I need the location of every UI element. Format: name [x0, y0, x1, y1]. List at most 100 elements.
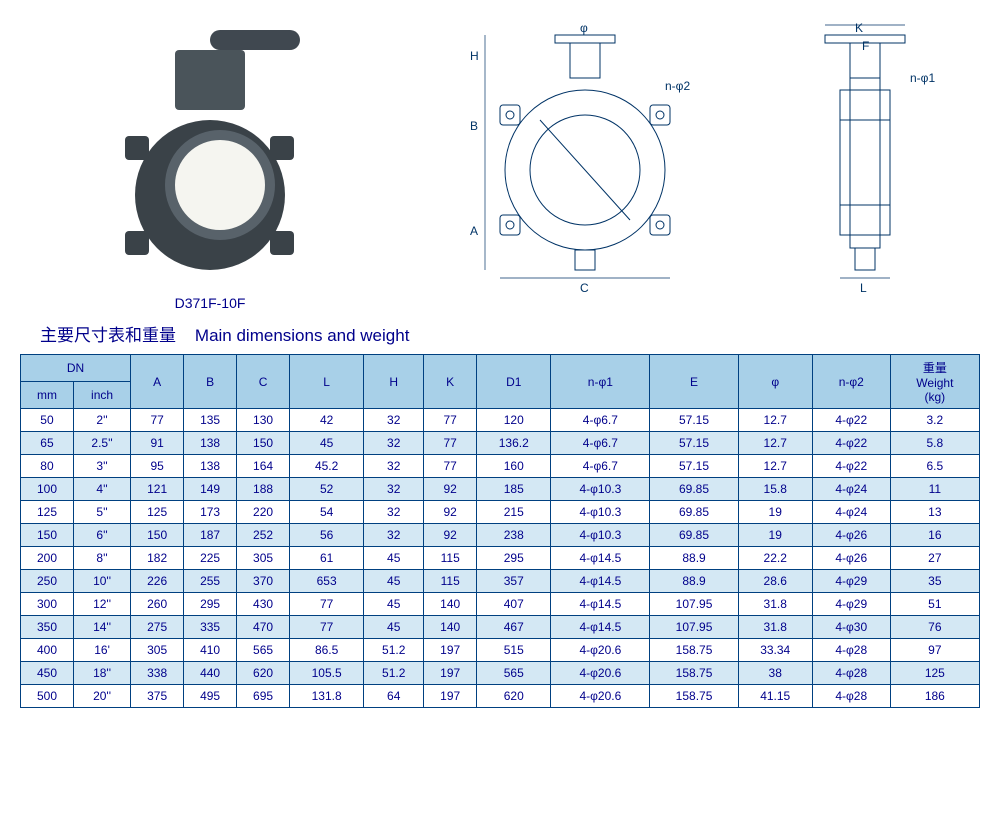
table-cell: 197: [424, 685, 477, 708]
table-cell: 32: [364, 524, 424, 547]
table-cell: 38: [738, 662, 812, 685]
table-cell: 32: [364, 432, 424, 455]
table-row: 652.5''91138150453277136.24-φ6.757.1512.…: [21, 432, 980, 455]
table-cell: 32: [364, 455, 424, 478]
table-cell: 31.8: [738, 593, 812, 616]
table-cell: 54: [290, 501, 364, 524]
table-row: 30012''26029543077451404074-φ14.5107.953…: [21, 593, 980, 616]
table-cell: 125: [21, 501, 74, 524]
table-cell: 238: [477, 524, 551, 547]
table-cell: 100: [21, 478, 74, 501]
header-dn: DN: [21, 355, 131, 382]
table-cell: 107.95: [650, 616, 738, 639]
table-cell: 138: [184, 432, 237, 455]
table-cell: 4-φ14.5: [551, 616, 650, 639]
table-cell: 565: [237, 639, 290, 662]
table-cell: 56: [290, 524, 364, 547]
table-cell: 120: [477, 409, 551, 432]
svg-text:H: H: [470, 49, 479, 63]
svg-text:φ: φ: [580, 21, 588, 35]
table-cell: 357: [477, 570, 551, 593]
header-mm: mm: [21, 382, 74, 409]
header-l: L: [290, 355, 364, 409]
table-cell: 45: [364, 570, 424, 593]
table-cell: 185: [477, 478, 551, 501]
table-cell: 4-φ20.6: [551, 662, 650, 685]
table-cell: 4-φ24: [812, 501, 890, 524]
table-cell: 255: [184, 570, 237, 593]
table-cell: 69.85: [650, 524, 738, 547]
table-cell: 51: [890, 593, 979, 616]
table-cell: 4-φ28: [812, 685, 890, 708]
table-cell: 407: [477, 593, 551, 616]
header-e: E: [650, 355, 738, 409]
table-cell: 19: [738, 501, 812, 524]
table-cell: 4-φ29: [812, 593, 890, 616]
table-cell: 4-φ24: [812, 478, 890, 501]
svg-text:F: F: [862, 39, 869, 53]
svg-text:A: A: [470, 224, 478, 238]
table-cell: 2'': [73, 409, 130, 432]
table-cell: 6.5: [890, 455, 979, 478]
table-cell: 80: [21, 455, 74, 478]
table-cell: 4-φ10.3: [551, 524, 650, 547]
table-cell: 430: [237, 593, 290, 616]
table-cell: 88.9: [650, 547, 738, 570]
technical-drawing-area: H B A C φ n-φ2 K F n-φ1 L: [440, 20, 980, 300]
table-cell: 295: [184, 593, 237, 616]
table-cell: 12.7: [738, 455, 812, 478]
table-cell: 115: [424, 547, 477, 570]
svg-text:K: K: [855, 21, 863, 35]
product-photo-area: D371F-10F: [20, 20, 400, 311]
svg-text:n-φ1: n-φ1: [910, 71, 935, 85]
header-d1: D1: [477, 355, 551, 409]
table-cell: 173: [184, 501, 237, 524]
table-cell: 450: [21, 662, 74, 685]
table-header: DN A B C L H K D1 n-φ1 E φ n-φ2 重量 Weigh…: [21, 355, 980, 409]
top-section: D371F-10F: [20, 20, 980, 311]
table-cell: 5'': [73, 501, 130, 524]
table-cell: 252: [237, 524, 290, 547]
table-cell: 51.2: [364, 662, 424, 685]
table-cell: 69.85: [650, 478, 738, 501]
table-cell: 12.7: [738, 409, 812, 432]
table-cell: 130: [237, 409, 290, 432]
svg-text:L: L: [860, 281, 867, 295]
title-chinese: 主要尺寸表和重量: [40, 326, 176, 345]
table-cell: 28.6: [738, 570, 812, 593]
table-cell: 164: [237, 455, 290, 478]
table-cell: 335: [184, 616, 237, 639]
table-cell: 45.2: [290, 455, 364, 478]
table-cell: 14'': [73, 616, 130, 639]
table-cell: 160: [477, 455, 551, 478]
table-cell: 57.15: [650, 455, 738, 478]
table-row: 2008''18222530561451152954-φ14.588.922.2…: [21, 547, 980, 570]
table-cell: 50: [21, 409, 74, 432]
table-cell: 515: [477, 639, 551, 662]
table-cell: 92: [424, 478, 477, 501]
table-cell: 65: [21, 432, 74, 455]
table-cell: 410: [184, 639, 237, 662]
table-cell: 565: [477, 662, 551, 685]
table-cell: 400: [21, 639, 74, 662]
table-cell: 620: [477, 685, 551, 708]
table-cell: 77: [424, 409, 477, 432]
table-cell: 8'': [73, 547, 130, 570]
table-cell: 125: [890, 662, 979, 685]
table-cell: 350: [21, 616, 74, 639]
table-cell: 653: [290, 570, 364, 593]
table-cell: 250: [21, 570, 74, 593]
table-cell: 158.75: [650, 685, 738, 708]
table-row: 45018''338440620105.551.21975654-φ20.615…: [21, 662, 980, 685]
table-cell: 4-φ20.6: [551, 639, 650, 662]
table-cell: 4-φ14.5: [551, 593, 650, 616]
table-cell: 260: [131, 593, 184, 616]
table-cell: 200: [21, 547, 74, 570]
table-cell: 4-φ26: [812, 524, 890, 547]
table-cell: 95: [131, 455, 184, 478]
dimensions-table: DN A B C L H K D1 n-φ1 E φ n-φ2 重量 Weigh…: [20, 354, 980, 708]
table-cell: 150: [237, 432, 290, 455]
table-cell: 182: [131, 547, 184, 570]
table-cell: 32: [364, 409, 424, 432]
table-cell: 2.5'': [73, 432, 130, 455]
